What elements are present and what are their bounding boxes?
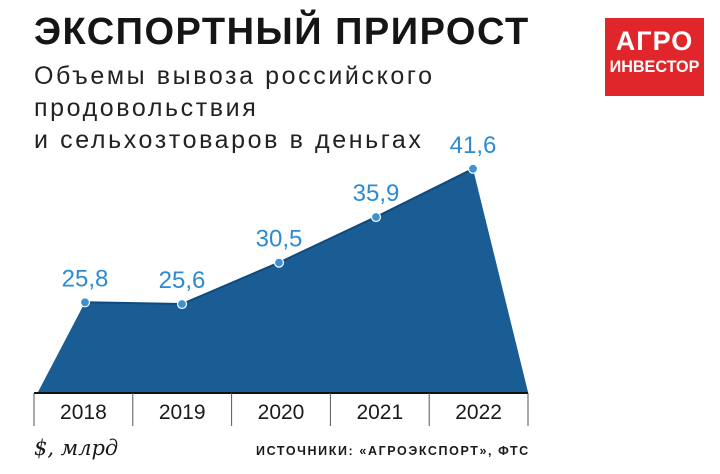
x-tick-label: 2022 [455,401,502,424]
logo-line-investor: ИНВЕСТОР [609,57,700,76]
agroinvestor-logo: АГРО ИНВЕСТОР [605,18,704,96]
subtitle-line: Объемы вывоза российского [34,62,435,90]
chart-subtitle: Объемы вывоза российского продовольствия… [34,60,435,156]
data-point [273,257,285,268]
x-tick-label: 2020 [258,401,305,424]
x-tick-label: 2021 [356,401,403,424]
data-point [176,298,188,310]
chart-title: ЭКСПОРТНЫЙ ПРИРОСТ [34,11,530,53]
subtitle-line: продовольствия [34,94,259,122]
area-series [38,168,528,392]
subtitle-line: и сельхозтоваров в деньгах [34,126,424,154]
data-label: 25,6 [159,267,206,294]
x-tick-label: 2018 [60,401,107,424]
data-label: 25,8 [62,265,109,292]
data-point [79,297,91,308]
data-label: 41,6 [450,132,497,159]
data-point [370,211,382,223]
data-point [467,163,479,174]
unit-label: $, млрд [34,436,119,460]
source-note: ИСТОЧНИКИ: «АГРОЭКСПОРТ», ФТС [256,444,530,458]
data-label: 30,5 [256,226,303,253]
x-tick-label: 2019 [159,401,206,424]
data-label: 35,9 [353,180,400,207]
logo-line-agro: АГРО [615,26,694,56]
